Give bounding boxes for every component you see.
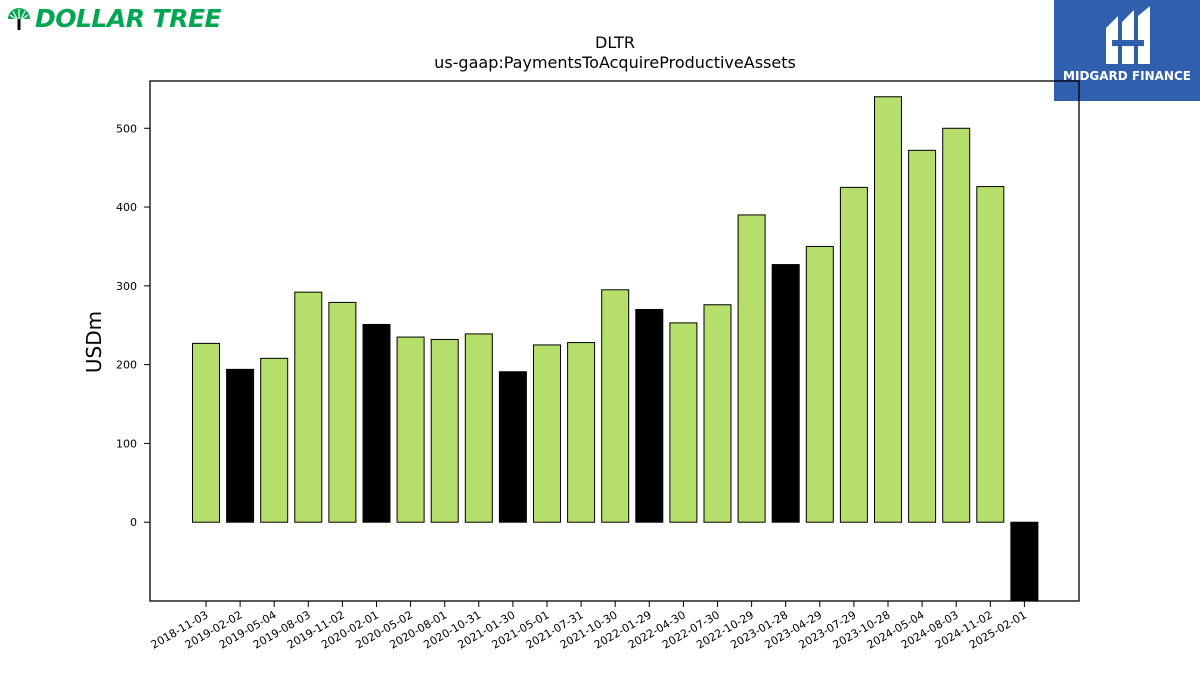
midgard-finance-wordmark: MIDGARD FINANCE	[1063, 69, 1191, 83]
bar-2024-11-02	[976, 186, 1005, 523]
x-tick-label: 2024-11-02	[933, 608, 995, 651]
x-tick-label: 2025-02-01	[967, 608, 1029, 651]
bar-2020-05-02	[396, 336, 425, 523]
bar-2022-01-29	[635, 308, 664, 523]
y-tick-label: 100	[116, 437, 137, 450]
y-tick-label: 0	[130, 516, 137, 529]
bar-2019-08-03	[294, 291, 323, 523]
bar-2023-07-29	[839, 186, 868, 523]
bar-2023-04-29	[805, 245, 834, 523]
x-tick-label: 2021-05-01	[490, 608, 552, 651]
bar-2019-02-02	[226, 368, 255, 523]
x-tick-label: 2022-01-29	[592, 608, 654, 651]
bar-2020-02-01	[362, 323, 391, 523]
bars-group	[192, 96, 1039, 602]
bar-2021-10-30	[601, 289, 630, 523]
dollar-tree-logo: DOLLAR TREE	[6, 4, 222, 33]
x-tick-label: 2023-01-28	[728, 608, 790, 651]
bar-2024-08-03	[942, 127, 971, 523]
bar-2023-01-28	[771, 264, 800, 523]
y-tick-label: 300	[116, 280, 137, 293]
x-tick-label: 2019-08-03	[251, 608, 313, 651]
x-tick-label: 2023-04-29	[762, 608, 824, 651]
x-tick-label: 2020-05-02	[353, 608, 415, 651]
bar-2021-05-01	[533, 344, 561, 523]
x-tick-label: 2022-10-29	[694, 608, 756, 651]
midgard-finance-logo: MIDGARD FINANCE	[1054, 0, 1200, 101]
y-axis-ticks: 0 100 200 300 400 500	[116, 122, 150, 529]
x-tick-label: 2021-07-31	[524, 608, 586, 651]
x-tick-label: 2018-11-03	[149, 608, 211, 651]
x-tick-label: 2020-10-31	[421, 608, 483, 651]
bar-2019-05-04	[260, 357, 289, 523]
y-tick-label: 200	[116, 359, 137, 372]
x-tick-label: 2021-01-30	[456, 608, 518, 651]
y-tick-label: 500	[116, 122, 137, 135]
x-axis-ticks: 2018-11-032019-02-022019-05-042019-08-03…	[149, 601, 1029, 652]
x-tick-label: 2020-02-01	[319, 608, 381, 651]
x-tick-label: 2020-08-01	[387, 608, 449, 651]
x-tick-label: 2023-07-29	[797, 608, 859, 651]
chart-subtitle: us-gaap:PaymentsToAcquireProductiveAsset…	[434, 53, 796, 72]
y-axis-label: USDm	[82, 311, 106, 373]
bar-2021-01-30	[498, 371, 527, 523]
midgard-emblem-icon	[1106, 6, 1150, 64]
chart-title: DLTR	[595, 33, 635, 52]
plot-frame	[149, 80, 1080, 602]
x-tick-label: 2022-04-30	[626, 608, 688, 651]
bar-2024-05-04	[908, 149, 937, 523]
y-tick-label: 400	[116, 201, 137, 214]
bar-2022-10-29	[737, 214, 766, 523]
bar-2020-10-31	[464, 333, 493, 523]
x-tick-label: 2024-05-04	[865, 608, 927, 651]
bar-2018-11-03	[192, 342, 220, 523]
bar-2025-02-01	[1010, 521, 1039, 602]
x-tick-label: 2019-02-02	[183, 608, 245, 651]
bar-2019-11-02	[328, 301, 357, 523]
x-tick-label: 2021-10-30	[558, 608, 620, 651]
x-tick-label: 2023-10-28	[831, 608, 893, 651]
bar-2022-07-30	[703, 304, 732, 523]
tree-icon	[8, 7, 30, 30]
bar-2021-07-31	[567, 342, 596, 523]
x-tick-label: 2022-07-30	[660, 608, 722, 651]
x-tick-label: 2019-11-02	[285, 608, 347, 651]
dollar-tree-wordmark: DOLLAR TREE	[35, 4, 222, 33]
bar-2020-08-01	[430, 338, 459, 523]
bar-2023-10-28	[874, 96, 902, 523]
x-tick-label: 2019-05-04	[217, 608, 279, 651]
x-tick-label: 2024-08-03	[899, 608, 961, 651]
bar-2022-04-30	[669, 322, 698, 523]
